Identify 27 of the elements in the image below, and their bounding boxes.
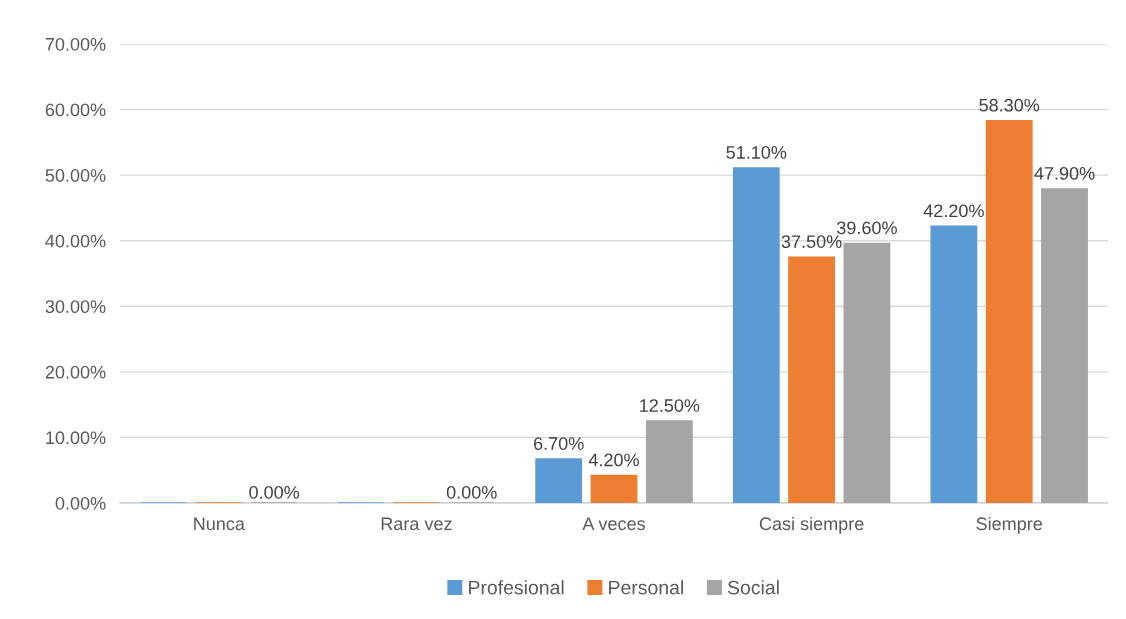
data-label: 37.50% <box>781 235 842 248</box>
data-label: 42.20% <box>923 204 984 218</box>
y-tick-label: 20.00% <box>45 365 106 379</box>
y-tick-label: 10.00% <box>46 431 106 445</box>
x-tick-label: Nunca <box>194 517 245 531</box>
data-label: 0.00% <box>249 485 300 499</box>
x-tick-label: A veces <box>582 517 645 531</box>
y-tick-label: 40.00% <box>45 234 106 248</box>
x-tick-label: Casi siempre <box>759 516 864 534</box>
legend-label: Profesional <box>469 580 564 595</box>
legend-label: Personal <box>609 580 683 595</box>
legend-label: Social <box>727 580 779 595</box>
x-tick-label: Siempre <box>976 516 1043 534</box>
x-tick-label: Rara vez <box>381 517 452 531</box>
data-label: 58.30% <box>979 98 1040 112</box>
data-label: 51.10% <box>726 146 787 159</box>
y-tick-label: 50.00% <box>45 169 106 182</box>
y-tick-label: 70.00% <box>45 37 106 51</box>
data-label: 6.70% <box>533 437 584 450</box>
data-label: 12.50% <box>640 399 700 412</box>
data-label: 4.20% <box>588 453 639 467</box>
data-label: 39.60% <box>837 221 897 235</box>
data-label: 47.90% <box>1034 167 1095 180</box>
y-tick-label: 60.00% <box>45 103 106 117</box>
data-label: 0.00% <box>446 485 497 499</box>
y-tick-label: 30.00% <box>45 300 106 314</box>
y-tick-label: 0.00% <box>55 496 106 510</box>
